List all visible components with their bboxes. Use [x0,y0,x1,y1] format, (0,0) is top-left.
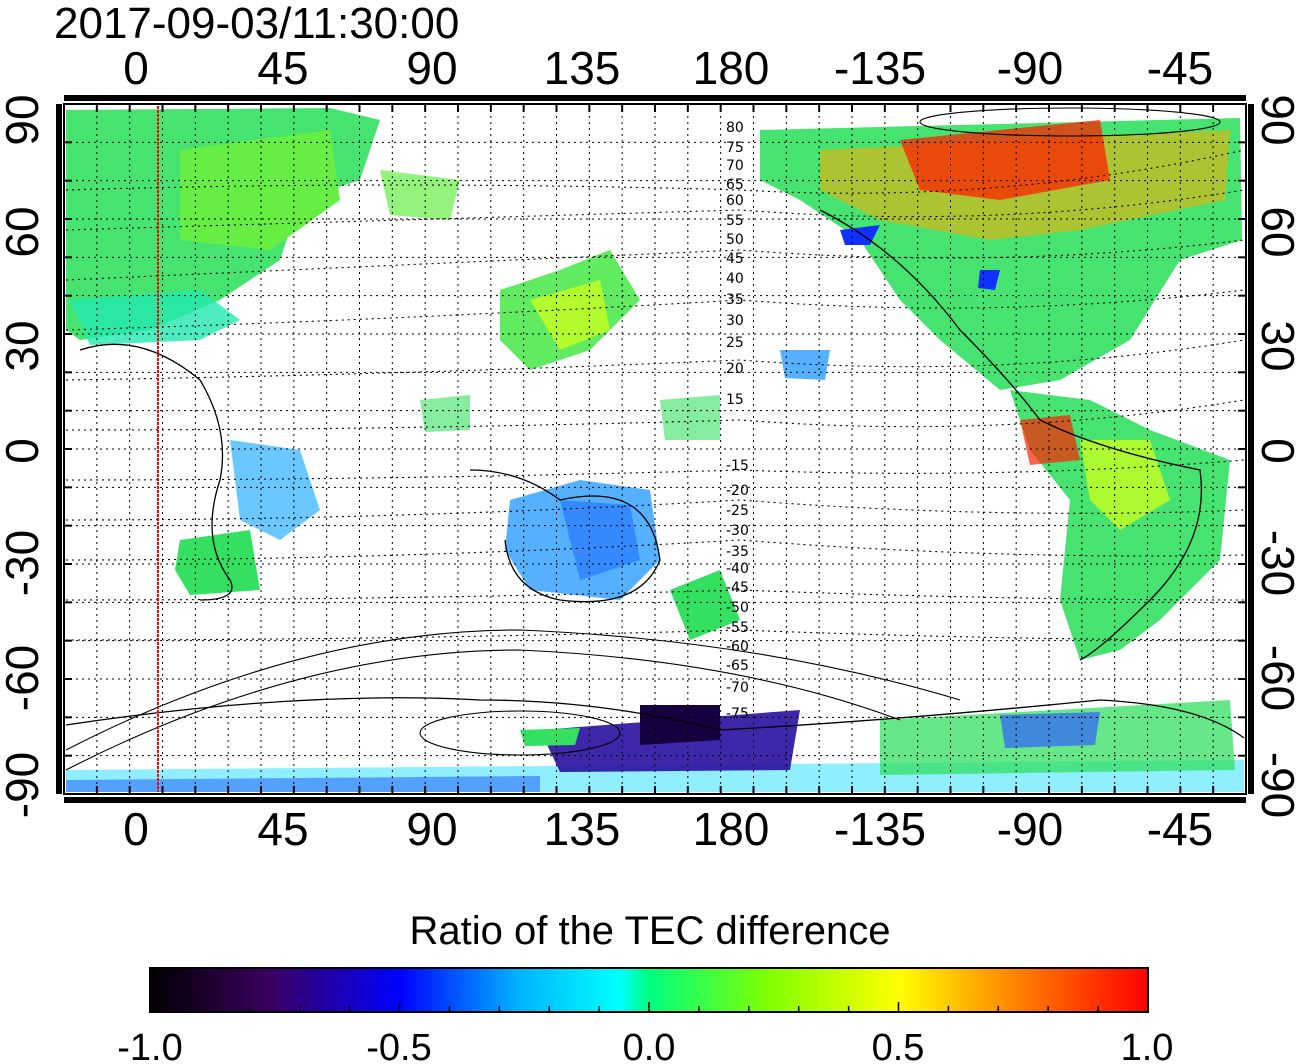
north-contour-labels: 80 75 70 65 60 55 50 45 40 35 30 25 20 1… [726,120,744,408]
left-tick-label: 90 [0,94,48,145]
left-tick-label: -90 [0,752,48,818]
right-tick-label: 30 [1252,320,1296,371]
figure-title: 2017-09-03/11:30:00 [54,0,459,48]
top-tick-label: 180 [693,42,770,94]
top-tick-label: -90 [997,42,1063,94]
left-tick-label: 0 [0,438,48,464]
right-axis: 90 60 30 0 -30 -60 -90 [1252,94,1296,818]
colorbar-tick-label: 0.0 [623,1027,676,1064]
top-tick-label: 135 [544,42,621,94]
bottom-tick-label: 180 [693,803,770,855]
bottom-tick-label: -90 [997,803,1063,855]
contour-label: 60 [726,193,744,209]
top-tick-label: -45 [1147,42,1213,94]
right-tick-label: -90 [1252,752,1296,818]
top-axis: 0 45 90 135 180 -135 -90 -45 [123,42,1213,94]
contour-label: -35 [726,544,749,560]
colorbar-tick-label: 0.5 [872,1027,925,1064]
right-tick-label: -60 [1252,645,1296,711]
right-tick-label: 0 [1252,438,1296,464]
colorbar-label: Ratio of the TEC difference [409,909,890,953]
bottom-tick-label: -45 [1147,803,1213,855]
bottom-axis: 0 45 90 135 180 -135 -90 -45 [123,803,1213,855]
contour-label: -50 [726,600,749,616]
contour-label: -15 [726,458,749,474]
top-tick-label: 90 [406,42,457,94]
left-tick-label: 30 [0,320,48,371]
top-tick-label: 45 [257,42,308,94]
bottom-tick-label: 0 [123,803,149,855]
top-tick-label: 0 [123,42,149,94]
contour-label: -25 [726,503,749,519]
colorbar: Ratio of the TEC difference -1.0 -0.5 0.… [117,909,1173,1064]
contour-label: -45 [726,580,749,596]
contour-label: -20 [726,483,749,499]
contour-label: 70 [726,158,744,174]
right-tick-label: 60 [1252,206,1296,257]
contour-label: -55 [726,620,749,636]
contour-label: 80 [726,120,744,136]
contour-label: -65 [726,658,749,674]
contour-label: 35 [726,292,744,308]
bottom-tick-label: 90 [406,803,457,855]
map-panel [56,95,1254,803]
south-contour-labels: -15 -20 -25 -30 -35 -40 -45 -50 -55 -60 … [726,458,749,722]
bottom-tick-label: -135 [834,803,926,855]
magnetic-contours-solid [65,107,1221,771]
colorbar-tick-label: -0.5 [366,1027,431,1064]
colorbar-ticks [149,1002,1149,1012]
contour-label: 75 [726,140,744,156]
contour-label: -60 [726,639,749,655]
left-tick-label: -30 [0,530,48,596]
contour-label: 20 [726,361,744,377]
left-tick-label: -60 [0,645,48,711]
bottom-tick-label: 135 [544,803,621,855]
contour-label: -30 [726,523,749,539]
tick-marks [63,103,1247,795]
colorbar-tick-label: 1.0 [1121,1027,1174,1064]
contour-label: 55 [726,213,744,229]
contour-label: 30 [726,313,744,329]
bottom-tick-label: 45 [257,803,308,855]
contour-label: 45 [726,251,744,267]
contour-label: 15 [726,392,744,408]
contour-label: 65 [726,177,744,193]
contour-label: 40 [726,271,744,287]
contour-label: -40 [726,561,749,577]
map-grid [64,104,1246,794]
top-tick-label: -135 [834,42,926,94]
contour-label: -75 [726,706,749,722]
contour-label: 50 [726,232,744,248]
right-tick-label: 90 [1252,94,1296,145]
magnetic-contours [65,149,1245,641]
frame-ruler [56,95,1254,803]
left-axis: 90 60 30 0 -30 -60 -90 [0,94,48,818]
contour-label: -70 [726,680,749,696]
left-tick-label: 60 [0,206,48,257]
contour-label: 25 [726,335,744,351]
right-tick-label: -30 [1252,530,1296,596]
colorbar-tick-label: -1.0 [117,1027,182,1064]
